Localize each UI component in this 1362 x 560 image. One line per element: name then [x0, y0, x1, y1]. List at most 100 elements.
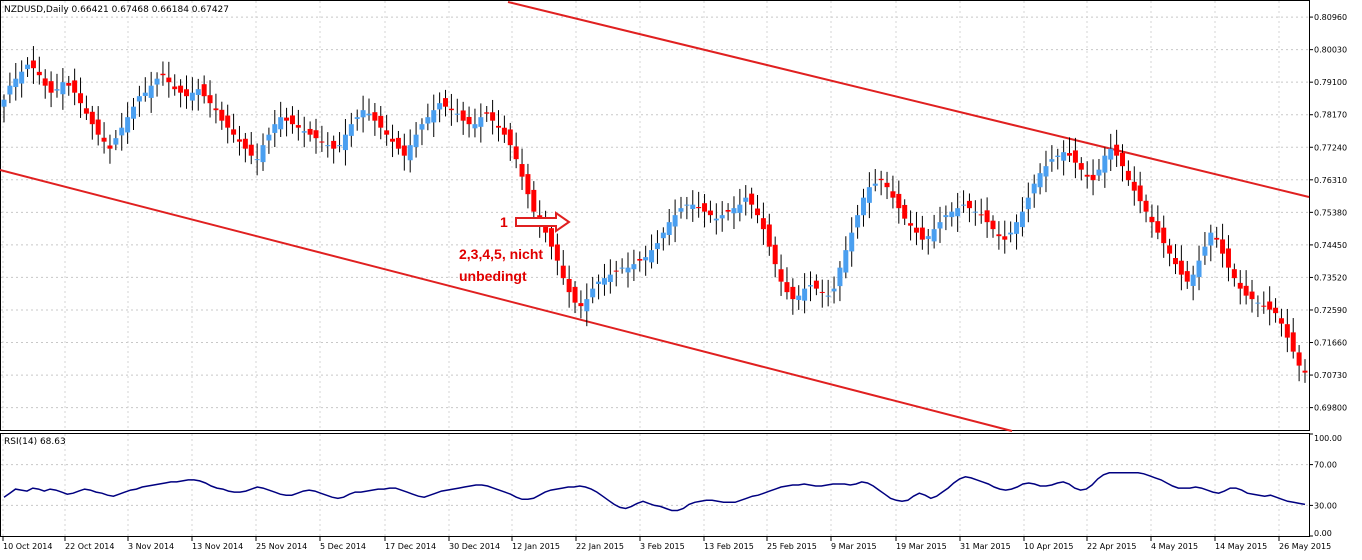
candle-down	[72, 80, 78, 93]
candle-up	[866, 187, 872, 203]
date-tick-label: 22 Jan 2015	[576, 542, 624, 551]
candle-down	[1178, 260, 1184, 275]
price-tick-label: 0.80960	[1314, 13, 1347, 22]
candle-up	[1255, 302, 1261, 304]
candle-down	[578, 303, 584, 307]
price-tick-label: 0.75380	[1314, 208, 1347, 217]
candle-down	[284, 117, 290, 121]
candle-up	[437, 103, 443, 110]
candle-down	[543, 225, 549, 233]
candle-down	[890, 191, 896, 198]
rsi-tick-label: 30.00	[1314, 501, 1337, 510]
candle-down	[702, 203, 708, 212]
candle-up	[189, 92, 195, 101]
date-tick-label: 14 May 2015	[1215, 542, 1267, 551]
candle-down	[490, 112, 496, 121]
candle-down	[766, 224, 772, 247]
candle-down	[378, 115, 384, 128]
lower-channel-line[interactable]	[0, 169, 1013, 432]
candle-down	[231, 129, 237, 135]
candle-down	[466, 116, 472, 125]
date-tick-label: 5 Dec 2014	[320, 542, 366, 551]
candle-down	[1284, 324, 1290, 338]
rsi-tick-label: 100.00	[1314, 434, 1342, 443]
rsi-tick-label: 70.00	[1314, 461, 1337, 470]
candle-up	[125, 117, 131, 133]
candle-up	[301, 131, 307, 133]
candle-up	[1, 99, 7, 107]
candle-up	[1061, 152, 1067, 161]
candle-down	[48, 81, 54, 93]
candle-down	[89, 111, 95, 125]
candle-up	[272, 124, 278, 133]
price-tick-label: 0.73520	[1314, 273, 1347, 282]
candle-up	[407, 145, 413, 161]
candle-down	[1114, 144, 1120, 156]
candle-down	[1225, 248, 1231, 268]
candle-up	[949, 211, 955, 218]
candle-down	[1273, 307, 1279, 314]
candle-down	[707, 210, 713, 216]
rsi-line	[3, 472, 1306, 512]
candle-down	[548, 228, 554, 247]
candle-up	[607, 274, 613, 283]
candle-down	[36, 71, 42, 76]
candle-up	[684, 204, 690, 206]
candle-up	[654, 243, 660, 250]
candle-up	[119, 127, 125, 136]
candle-up	[25, 64, 31, 70]
candle-up	[1019, 211, 1025, 228]
candle-up	[831, 288, 837, 292]
candle-up	[348, 124, 354, 136]
price-tick-label: 0.78170	[1314, 111, 1347, 120]
candle-down	[819, 291, 825, 293]
candle-up	[808, 285, 814, 287]
date-tick-label: 25 Nov 2014	[256, 542, 307, 551]
candle-up	[955, 208, 961, 217]
candle-up	[454, 113, 460, 115]
candle-down	[1072, 150, 1078, 163]
annotation-note-line1: 2,3,4,5, nicht	[459, 246, 543, 262]
candle-down	[160, 73, 166, 76]
date-tick-label: 13 Feb 2015	[704, 542, 754, 551]
candle-down	[401, 145, 407, 156]
upper-channel-line[interactable]	[507, 1, 1310, 198]
candle-up	[60, 82, 66, 95]
candle-down	[101, 137, 107, 142]
date-tick-label: 22 Apr 2015	[1087, 542, 1136, 551]
candle-up	[1096, 169, 1102, 176]
candle-up	[972, 211, 978, 213]
candle-up	[660, 232, 666, 239]
annotation-arrow-icon	[515, 211, 571, 233]
candle-down	[1137, 185, 1143, 202]
date-tick-label: 26 May 2015	[1279, 542, 1331, 551]
candle-up	[1190, 274, 1196, 286]
candle-down	[772, 244, 778, 265]
candle-up	[136, 96, 142, 102]
candle-down	[1084, 174, 1090, 177]
candle-down	[30, 60, 36, 69]
candle-down	[484, 112, 490, 114]
candle-down	[83, 108, 89, 114]
candle-down	[1184, 271, 1190, 282]
candle-down	[1296, 352, 1302, 366]
candle-up	[195, 89, 201, 95]
candle-up	[19, 71, 25, 84]
candle-up	[1049, 159, 1055, 162]
price-tick-label: 0.71660	[1314, 339, 1347, 348]
candle-up	[413, 134, 419, 148]
candle-down	[896, 193, 902, 209]
main-grid	[1, 1, 1309, 430]
candle-up	[860, 197, 866, 216]
candle-down	[384, 130, 390, 135]
candle-down	[966, 200, 972, 209]
date-tick-label: 9 Mar 2015	[831, 542, 877, 551]
date-tick-label: 22 Oct 2014	[65, 542, 114, 551]
candle-up	[584, 299, 590, 312]
price-axis: 0.80960 0.80030 0.79100 0.78170 0.77240 0.763…	[1309, 13, 1347, 413]
candle-up	[142, 92, 148, 96]
candle-down	[78, 93, 84, 104]
candle-down	[178, 85, 184, 93]
